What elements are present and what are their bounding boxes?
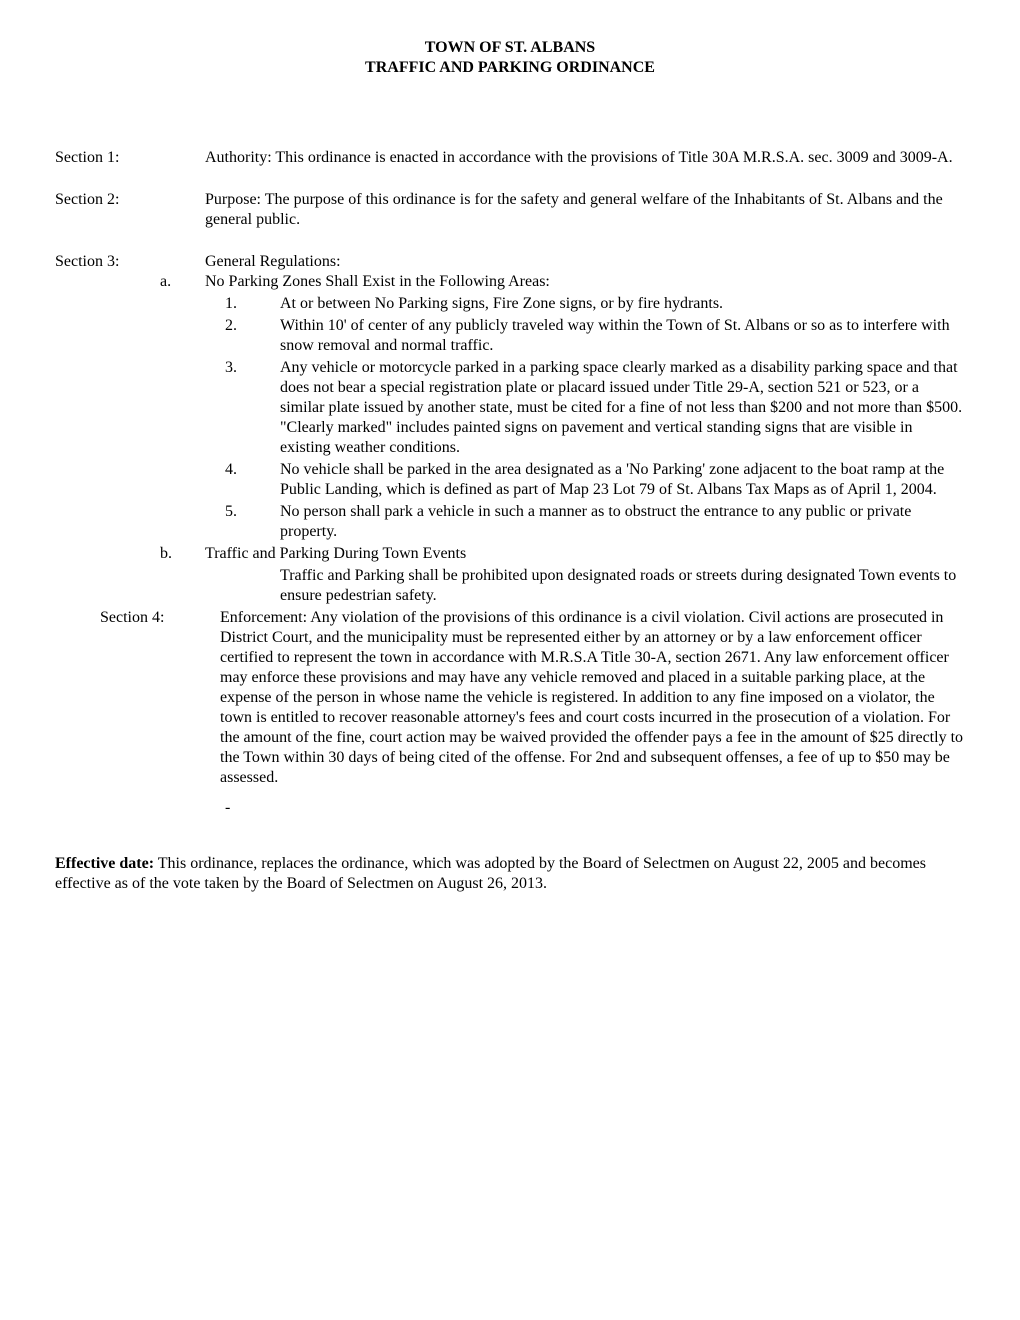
title-line-2: TRAFFIC AND PARKING ORDINANCE: [55, 58, 965, 78]
section-3a-item-2: 2. Within 10' of center of any publicly …: [55, 316, 965, 356]
section-1-label: Section 1:: [55, 148, 205, 168]
section-3a-item-3: 3. Any vehicle or motorcycle parked in a…: [55, 358, 965, 458]
item-marker: 3.: [225, 358, 280, 378]
item-marker: 2.: [225, 316, 280, 336]
section-3-label: Section 3:: [55, 252, 205, 272]
section-3a-item-4: 4. No vehicle shall be parked in the are…: [55, 460, 965, 500]
item-text: Within 10' of center of any publicly tra…: [280, 316, 965, 356]
section-2: Section 2: Purpose: The purpose of this …: [55, 190, 965, 230]
section-3b-row: b. Traffic and Parking During Town Event…: [55, 544, 965, 564]
section-3b-marker: b.: [160, 544, 205, 564]
section-3a-row: a. No Parking Zones Shall Exist in the F…: [55, 272, 965, 292]
section-3b-subtext: Traffic and Parking shall be prohibited …: [55, 566, 965, 606]
section-3a-item-1: 1. At or between No Parking signs, Fire …: [55, 294, 965, 314]
effective-date-label: Effective date:: [55, 855, 154, 872]
section-3b-text: Traffic and Parking During Town Events: [205, 544, 965, 564]
effective-date-paragraph: Effective date: This ordinance, replaces…: [55, 854, 965, 894]
effective-date-text: This ordinance, replaces the ordinance, …: [55, 855, 926, 892]
section-3a-text: No Parking Zones Shall Exist in the Foll…: [205, 272, 965, 292]
item-text: At or between No Parking signs, Fire Zon…: [280, 294, 965, 314]
item-text: No vehicle shall be parked in the area d…: [280, 460, 965, 500]
section-3-heading-row: Section 3: General Regulations:: [55, 252, 965, 272]
section-4-label: Section 4:: [100, 608, 220, 628]
document-title-block: TOWN OF ST. ALBANS TRAFFIC AND PARKING O…: [55, 38, 965, 78]
section-2-body: Purpose: The purpose of this ordinance i…: [205, 190, 965, 230]
section-4: Section 4: Enforcement: Any violation of…: [55, 608, 965, 788]
section-1-body: Authority: This ordinance is enacted in …: [205, 148, 965, 168]
item-marker: 5.: [225, 502, 280, 522]
item-text: No person shall park a vehicle in such a…: [280, 502, 965, 542]
item-marker: 4.: [225, 460, 280, 480]
item-text: Any vehicle or motorcycle parked in a pa…: [280, 358, 965, 458]
section-1: Section 1: Authority: This ordinance is …: [55, 148, 965, 168]
section-3a-item-5: 5. No person shall park a vehicle in suc…: [55, 502, 965, 542]
section-2-label: Section 2:: [55, 190, 205, 210]
section-3-heading: General Regulations:: [205, 252, 965, 272]
section-4-body: Enforcement: Any violation of the provis…: [220, 608, 965, 788]
item-marker: 1.: [225, 294, 280, 314]
title-line-1: TOWN OF ST. ALBANS: [55, 38, 965, 58]
dash-marker: -: [55, 798, 965, 818]
section-3a-marker: a.: [160, 272, 205, 292]
